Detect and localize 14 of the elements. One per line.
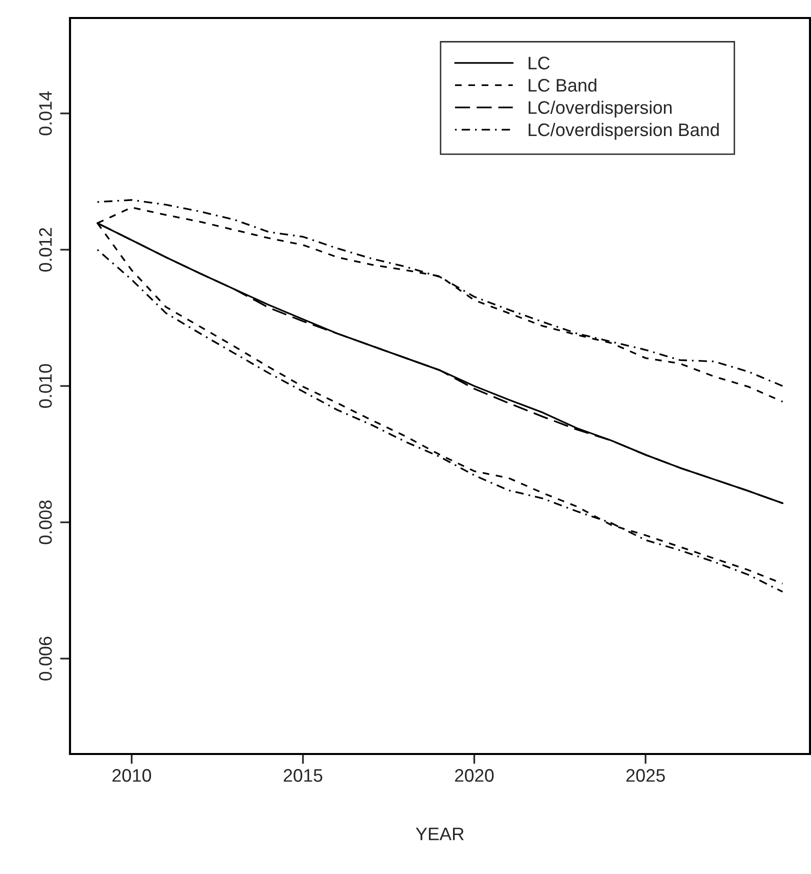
legend-label: LC bbox=[528, 56, 550, 70]
x-axis-title: YEAR bbox=[416, 828, 464, 840]
y-tick-label: 0.010 bbox=[39, 364, 52, 408]
legend-label: LC Band bbox=[528, 78, 596, 92]
legend-label: LC/overdispersion bbox=[528, 100, 672, 118]
y-tick-label: 0.008 bbox=[39, 500, 52, 544]
x-tick-label: 2015 bbox=[284, 769, 322, 782]
legend-label: LC/overdispersion Band bbox=[528, 122, 719, 140]
x-tick-label: 2020 bbox=[455, 769, 494, 782]
y-tick-label: 0.006 bbox=[39, 636, 52, 680]
y-tick-label: 0.014 bbox=[39, 91, 52, 136]
x-tick-label: 2025 bbox=[626, 769, 665, 782]
y-tick-label: 0.012 bbox=[39, 228, 52, 272]
x-tick-label: 2010 bbox=[112, 769, 152, 782]
